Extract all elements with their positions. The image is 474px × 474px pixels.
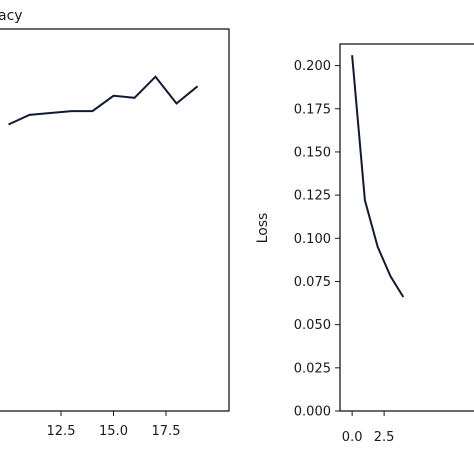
loss-ytick-label: 0.050 <box>294 318 331 333</box>
accuracy-chart: acy 12.5 15.0 17.5 <box>0 8 230 439</box>
loss-ytick-label: 0.125 <box>294 189 331 204</box>
accuracy-xtick-label: 15.0 <box>99 424 128 439</box>
accuracy-xtick-label: 12.5 <box>47 424 76 439</box>
loss-ytick-label: 0.025 <box>294 361 331 376</box>
loss-ytick-label: 0.075 <box>294 275 331 290</box>
accuracy-xtick-label: 17.5 <box>152 424 181 439</box>
loss-ytick-label: 0.100 <box>294 232 331 247</box>
loss-plot-frame <box>339 43 474 412</box>
accuracy-ylabel-fragment: acy <box>0 8 23 24</box>
loss-yticks: 0.000 0.025 0.050 0.075 0.100 0.125 0.150 0.175… <box>294 59 340 420</box>
loss-ytick-label: 0.200 <box>294 59 331 74</box>
loss-ylabel: Loss <box>255 213 271 244</box>
accuracy-xticks: 12.5 15.0 17.5 <box>47 411 181 439</box>
loss-ytick-label: 0.150 <box>294 145 331 160</box>
accuracy-series-line <box>8 75 199 126</box>
loss-xticks: 0.0 2.5 <box>342 411 395 445</box>
loss-xtick-label: 0.0 <box>342 430 363 445</box>
loss-ytick-label: 0.175 <box>294 102 331 117</box>
accuracy-plot-frame <box>0 28 230 412</box>
loss-xtick-label: 2.5 <box>374 430 395 445</box>
loss-series-line <box>351 55 405 298</box>
loss-chart: Loss 0.000 0.025 0.050 0.075 0.100 0.125 0.150… <box>255 43 474 445</box>
loss-ytick-label: 0.000 <box>294 405 331 420</box>
